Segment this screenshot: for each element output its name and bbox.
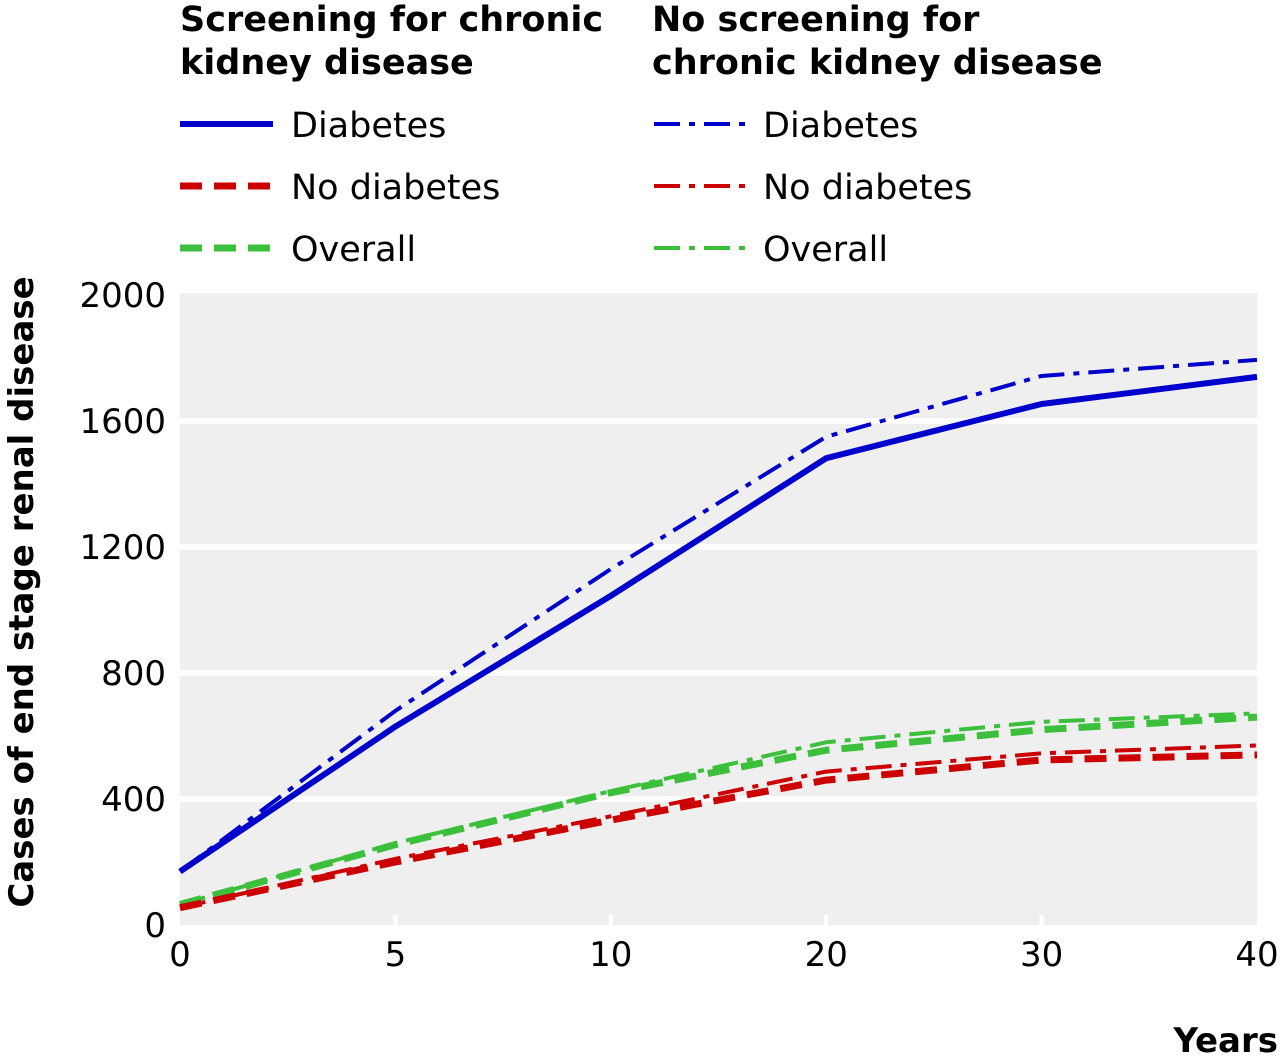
- legend-label: No diabetes: [291, 168, 500, 208]
- y-axis-title: Cases of end stage renal disease: [2, 276, 42, 907]
- series-line-no-screening-no-diabetes: [179, 743, 1258, 910]
- series-line-screening-no-diabetes: [179, 751, 1258, 912]
- legend-label: No diabetes: [763, 168, 972, 208]
- series-line-no-screening-diabetes: [178, 357, 1258, 874]
- x-axis-title: Years: [1172, 1021, 1278, 1059]
- legend-label: Overall: [763, 230, 888, 270]
- legend-group-title: chronic kidney disease: [652, 43, 1103, 83]
- legend-label: Diabetes: [291, 106, 446, 146]
- legend: Screening for chronic kidney disease No …: [180, 0, 1103, 270]
- legend-group-title: No screening for: [652, 0, 980, 40]
- y-tick-label: 800: [101, 654, 166, 694]
- legend-group-title: Screening for chronic: [180, 0, 603, 40]
- series-line-screening-overall: [179, 713, 1258, 908]
- y-tick-label: 400: [101, 780, 166, 820]
- legend-group-title: kidney disease: [180, 43, 474, 83]
- x-tick-label: 40: [1235, 935, 1278, 975]
- x-tick-label: 10: [589, 935, 632, 975]
- y-tick-label: 1200: [79, 528, 166, 568]
- series-line-screening-diabetes: [178, 373, 1258, 874]
- legend-label: Diabetes: [763, 106, 918, 146]
- x-tick-label: 20: [805, 935, 848, 975]
- x-tick-label: 0: [169, 935, 191, 975]
- y-tick-label: 0: [144, 906, 166, 946]
- x-tick-label: 5: [385, 935, 407, 975]
- plot-area: [180, 293, 1257, 925]
- y-tick-label: 1600: [79, 402, 166, 442]
- y-tick-label: 2000: [79, 276, 166, 316]
- x-tick-label: 30: [1020, 935, 1063, 975]
- legend-label: Overall: [291, 230, 416, 270]
